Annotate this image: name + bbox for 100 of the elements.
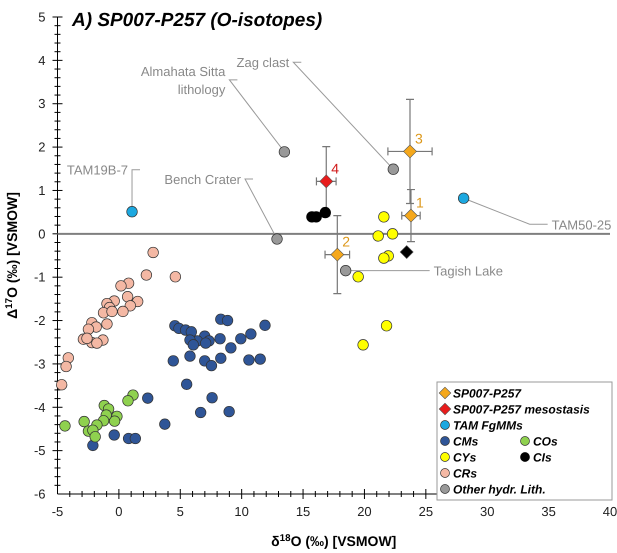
point <box>82 324 94 335</box>
point <box>168 355 179 367</box>
point <box>378 211 390 223</box>
legend-label: CIs <box>533 450 552 464</box>
y-tick-label: -2 <box>34 313 46 328</box>
point <box>91 337 103 349</box>
legend-label: CYs <box>453 450 477 464</box>
point <box>372 230 384 242</box>
legend-label: CRs <box>453 466 478 480</box>
legend-label: TAM FgMMs <box>453 418 524 432</box>
annotation: TAM50-25 <box>552 217 612 232</box>
point <box>126 206 138 218</box>
point <box>404 208 418 222</box>
y-tick-label: 3 <box>38 96 46 112</box>
point <box>254 353 266 365</box>
point <box>235 333 246 344</box>
x-tick-label: -5 <box>52 504 64 519</box>
point <box>215 352 226 364</box>
x-tick-label: 0 <box>115 504 123 519</box>
point <box>181 378 192 390</box>
point <box>243 354 255 366</box>
point <box>380 320 392 332</box>
point <box>78 416 90 428</box>
point <box>142 392 154 404</box>
point <box>108 429 120 441</box>
point <box>357 339 369 350</box>
x-tick-label: 40 <box>602 504 617 519</box>
point <box>206 392 218 404</box>
x-tick-label: 35 <box>541 504 556 519</box>
point <box>319 174 334 188</box>
annotation: Bench Crater <box>164 172 242 188</box>
point <box>222 314 234 326</box>
point <box>115 280 127 292</box>
y-tick-label: -6 <box>34 486 46 502</box>
legend-label: Other hydr. Lith. <box>453 482 546 496</box>
legend-label: COs <box>533 434 558 448</box>
annotation: TAM19B-7 <box>66 162 128 178</box>
point <box>59 420 71 432</box>
point <box>56 379 68 390</box>
y-tick-label: 1 <box>38 182 46 198</box>
point <box>117 306 129 318</box>
point <box>101 318 113 330</box>
annotation: 4 <box>331 160 340 176</box>
chart-title: A) SP007-P257 (O-isotopes) <box>71 10 322 31</box>
point <box>206 360 218 372</box>
point <box>106 306 118 318</box>
y-tick-label: 2 <box>38 140 46 155</box>
point <box>122 291 134 302</box>
point <box>223 406 235 418</box>
annotation: 1 <box>416 194 424 211</box>
x-tick-label: 30 <box>480 504 494 519</box>
legend-label: SP007-P257 mesostasis <box>453 402 590 416</box>
x-tick-label: 20 <box>357 504 372 519</box>
point <box>330 248 344 262</box>
legend-label: CMs <box>453 434 479 448</box>
annotation: Almahata Sitta lithology <box>140 64 226 97</box>
point <box>378 252 390 264</box>
y-tick-label: -4 <box>34 400 46 415</box>
x-tick-label: 15 <box>296 504 310 519</box>
point <box>122 395 134 406</box>
legend-label: SP007-P257 <box>453 386 522 400</box>
point <box>200 337 212 349</box>
point <box>245 328 257 340</box>
y-tick-label: 5 <box>38 10 46 24</box>
point <box>188 339 199 350</box>
x-tick-label: 25 <box>418 504 434 519</box>
annotation: 3 <box>414 130 423 146</box>
point <box>214 333 226 344</box>
point <box>62 352 74 364</box>
y-tick-label: 4 <box>38 52 46 68</box>
point <box>184 350 196 362</box>
annotation: Tagish Lake <box>434 264 504 279</box>
point <box>458 192 470 204</box>
point <box>108 416 120 427</box>
point <box>259 320 271 331</box>
point <box>225 342 237 354</box>
point <box>271 233 283 245</box>
point <box>124 300 136 312</box>
point <box>147 246 159 258</box>
point <box>130 432 141 444</box>
point <box>403 144 417 158</box>
annotation: 2 <box>342 234 350 250</box>
point <box>352 271 364 282</box>
point <box>320 206 331 218</box>
y-tick-label: -5 <box>34 443 46 458</box>
point <box>90 431 101 442</box>
point <box>195 406 206 418</box>
annotation: Zag clast <box>236 55 290 70</box>
x-axis-title: δ$^{18}$O (‰) [VSMOW] <box>271 532 396 549</box>
point <box>388 164 399 175</box>
point <box>386 228 398 240</box>
point <box>159 418 170 430</box>
point <box>278 146 290 158</box>
point <box>81 332 93 344</box>
point <box>340 265 352 276</box>
y-tick-label: -3 <box>34 356 46 372</box>
x-tick-label: 5 <box>176 504 184 519</box>
x-tick-label: 10 <box>234 504 249 519</box>
point <box>140 269 152 281</box>
point <box>170 271 182 282</box>
